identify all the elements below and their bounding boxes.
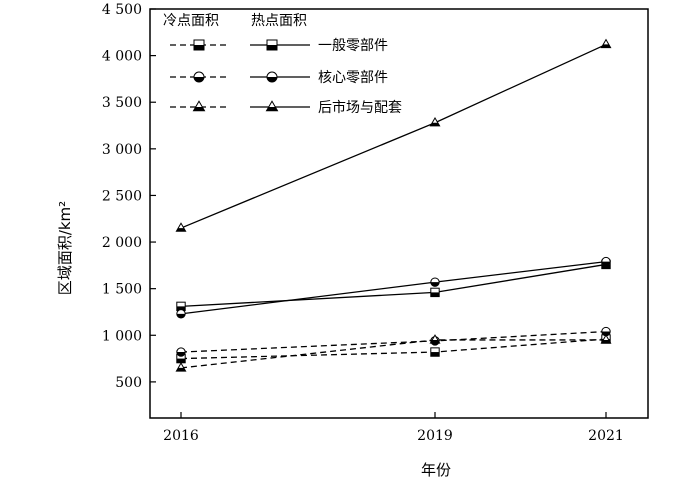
legend-label: 核心零部件 xyxy=(318,70,388,86)
series-layer xyxy=(175,38,612,372)
square-marker-fill xyxy=(430,352,440,357)
series-circle-dashed xyxy=(176,326,611,357)
triangle-marker-fill xyxy=(430,339,440,344)
triangle-marker-fill xyxy=(601,339,611,344)
axes xyxy=(149,8,649,419)
series-line xyxy=(180,263,607,308)
triangle-marker-fill xyxy=(266,107,278,111)
y-tick-label: 4 000 xyxy=(102,49,142,65)
triangle-marker-fill xyxy=(430,122,440,126)
circle-marker-fill xyxy=(176,313,186,319)
square-marker-fill xyxy=(267,45,277,50)
series-line xyxy=(180,43,607,229)
circle-marker-fill xyxy=(267,77,277,82)
triangle-marker-fill xyxy=(176,228,186,232)
triangle-marker-fill xyxy=(601,44,611,48)
y-tick-label: 3 500 xyxy=(102,95,142,111)
y-tick-label: 500 xyxy=(115,375,142,391)
square-marker-fill xyxy=(176,306,186,311)
series-square-solid xyxy=(176,259,611,312)
x-tick-label: 2016 xyxy=(163,428,199,444)
y-tick-label: 3 000 xyxy=(102,142,142,158)
series-circle-solid xyxy=(176,256,611,319)
circle-marker-fill xyxy=(601,261,611,266)
y-tick-label: 2 500 xyxy=(102,188,142,204)
circle-marker-fill xyxy=(176,352,186,357)
series-line xyxy=(180,330,607,353)
circle-marker-fill xyxy=(194,77,204,82)
circle-marker-fill xyxy=(430,282,440,287)
legend-header-hot: 热点面积 xyxy=(251,13,307,29)
circle-marker-fill xyxy=(601,331,611,336)
square-marker-fill xyxy=(601,264,611,269)
series-triangle-solid xyxy=(175,38,612,232)
y-tick-label: 4 500 xyxy=(102,2,142,18)
series-triangle-dashed xyxy=(175,334,612,372)
legend-row: 后市场与配套 xyxy=(170,99,402,116)
square-marker-fill xyxy=(176,358,186,363)
y-axis-label: 区域面积/km² xyxy=(56,201,74,295)
y-tick-label: 1 500 xyxy=(102,282,142,298)
legend-header-cold: 冷点面积 xyxy=(163,13,219,29)
triangle-marker-fill xyxy=(193,107,205,111)
x-axis-ticks: 2016 2019 2021 xyxy=(163,412,624,444)
legend-row: 一般零部件 xyxy=(170,38,388,54)
square-marker-fill xyxy=(430,292,440,297)
legend-label: 后市场与配套 xyxy=(318,99,402,116)
series-line xyxy=(180,260,607,315)
y-tick-label: 2 000 xyxy=(102,235,142,251)
plot-frame xyxy=(149,8,649,419)
x-tick-label: 2021 xyxy=(588,428,624,444)
legend-row: 核心零部件 xyxy=(170,70,388,86)
x-tick-label: 2019 xyxy=(417,428,453,444)
y-axis-ticks: 500 1 000 1 500 2 000 2 500 3 000 3 500 4 000 4 … xyxy=(102,2,156,391)
x-axis-label: 年份 xyxy=(421,461,451,479)
square-marker-fill xyxy=(194,45,204,50)
y-tick-label: 1 000 xyxy=(102,328,142,344)
legend-label: 一般零部件 xyxy=(318,38,388,54)
triangle-marker-fill xyxy=(176,367,186,372)
